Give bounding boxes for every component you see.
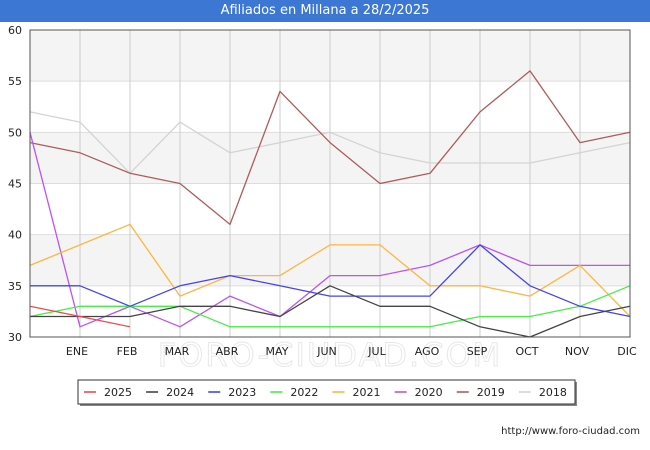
x-tick-label: AGO: [415, 345, 440, 358]
series-lines: [29, 70, 631, 338]
y-tick-label: 50: [8, 126, 22, 139]
legend-label-2022: 2022: [290, 386, 318, 399]
x-tick-label: JUN: [316, 345, 337, 358]
series-line-2025: [29, 305, 131, 328]
watermark: FORO-CIUDAD.COM: [158, 336, 503, 374]
x-tick-label: FEB: [117, 345, 138, 358]
legend-label-2025: 2025: [104, 386, 132, 399]
legend-label-2024: 2024: [166, 386, 194, 399]
series-line-2023: [30, 244, 631, 318]
chart-title: Afiliados en Millana a 28/2/2025: [0, 0, 650, 22]
legend: 2025 2024 2023 2022 2021 2020 2019 2018: [77, 379, 577, 406]
x-tick-label: DIC: [617, 345, 637, 358]
x-tick-label: ENE: [66, 345, 88, 358]
y-tick-label: 30: [8, 331, 22, 344]
y-tick-label: 60: [8, 24, 22, 37]
y-tick-label: 55: [8, 75, 22, 88]
legend-label-2021: 2021: [353, 386, 381, 399]
axes: 30 35 40 45 50 55 60 ENE FEB MAR ABR MAY JUN JUL AGO SE…: [8, 24, 637, 358]
legend-label-2023: 2023: [228, 386, 256, 399]
plot-frame: [29, 29, 631, 338]
x-tick-label: MAY: [266, 345, 289, 358]
legend-box: [77, 379, 576, 405]
y-tick-label: 45: [8, 178, 22, 191]
x-tick-label: ABR: [216, 345, 239, 358]
source-url[interactable]: http://www.foro-ciudad.com: [501, 426, 640, 437]
series-line-2021: [29, 223, 631, 317]
x-tick-label: JUL: [367, 345, 386, 358]
x-tick-label: OCT: [515, 345, 538, 358]
x-tick-label: SEP: [467, 345, 488, 358]
y-tick-label: 35: [8, 280, 22, 293]
x-tick-label: NOV: [565, 345, 590, 358]
series-line-2019: [29, 70, 631, 226]
x-tick-label: MAR: [165, 345, 190, 358]
legend-label-2019: 2019: [477, 386, 505, 399]
y-tick-label: 40: [8, 229, 22, 242]
legend-label-2018: 2018: [539, 386, 567, 399]
legend-label-2020: 2020: [415, 386, 443, 399]
